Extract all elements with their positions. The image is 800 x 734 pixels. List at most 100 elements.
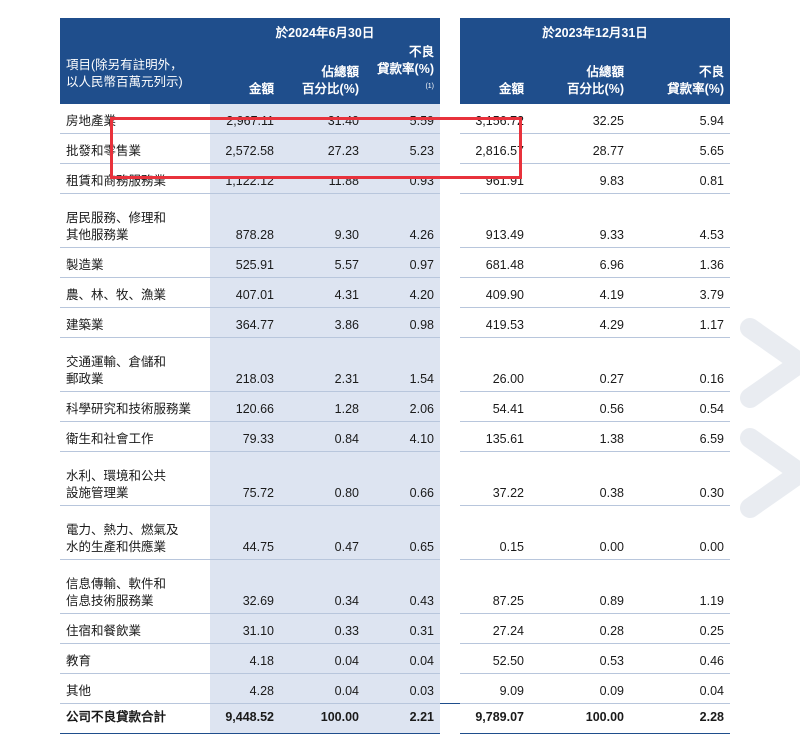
table-row: 房地產業 2,967.11 31.40 5.59 3,156.72 32.25 5.94 [60,104,731,135]
pct-prior: 4.29 [530,307,630,339]
column-gap [440,559,460,614]
npl-ratio-prior: 1.17 [630,307,731,339]
column-gap [440,613,460,644]
table-row: 製造業 525.91 5.57 0.97 681.48 6.96 1.36 [60,247,731,279]
npl-ratio-prior: 0.81 [630,163,731,195]
pct-current: 0.47 [280,505,365,561]
pct-current: 3.86 [280,307,365,339]
pct-current: 9.30 [280,193,365,249]
industry-label-line2: 水的生產和供應業 [66,540,167,555]
period-header-row: 於2024年6月30日 於2023年12月31日 [60,18,731,44]
amount-prior: 0.15 [460,505,530,561]
table-row: 租賃和商務服務業 1,122.12 11.88 0.93 961.91 9.83 0.81 [60,163,731,195]
total-amount-current: 9,448.52 [210,703,280,734]
industry-label: 批發和零售業 [60,133,210,165]
npl-by-industry-table: 於2024年6月30日 於2023年12月31日 項目(除另有註明外， 以人民幣… [60,18,731,734]
pct-prior: 4.19 [530,277,630,309]
header-gap [440,44,460,105]
amount-current: 4.28 [210,673,280,705]
table-row: 其他 4.28 0.04 0.03 9.09 0.09 0.04 [60,673,731,705]
amount-current: 120.66 [210,391,280,423]
industry-label: 水利、環境和公共 設施管理業 [60,451,210,507]
pct-current: 2.31 [280,337,365,393]
industry-label: 住宿和餐飲業 [60,613,210,645]
industry-label-line2: 信息技術服務業 [66,594,154,609]
amount-prior: 27.24 [460,613,530,645]
amount-prior: 9.09 [460,673,530,705]
industry-label: 其他 [60,673,210,705]
period-current-header: 於2024年6月30日 [210,18,440,44]
pct-current: 0.04 [280,643,365,675]
amount-prior: 37.22 [460,451,530,507]
chevron-upper-shape [740,318,800,408]
industry-label-line2: 郵政業 [66,372,104,387]
industry-label-line1: 其他 [66,684,92,699]
npl-ratio-current: 0.31 [365,613,440,645]
npl-ratio-prior: 5.65 [630,133,731,165]
total-npl-ratio-prior: 2.28 [630,703,731,734]
pct-current: 0.34 [280,559,365,615]
industry-label-line1: 農、林、牧、漁業 [66,288,167,303]
npl-header-line1: 不良 [699,65,725,80]
amount-prior: 54.41 [460,391,530,423]
amount-prior: 961.91 [460,163,530,195]
pct-prior: 0.89 [530,559,630,615]
pct-header-prior: 佔總額 百分比(%) [530,44,630,105]
column-gap [440,421,460,452]
npl-ratio-prior: 0.04 [630,673,731,705]
pct-header-current: 佔總額 百分比(%) [280,44,365,105]
item-label-line2: 以人民幣百萬元列示) [66,75,183,90]
industry-label: 建築業 [60,307,210,339]
npl-ratio-current: 5.23 [365,133,440,165]
amount-prior: 419.53 [460,307,530,339]
amount-header-current: 金額 [210,44,280,105]
total-label: 公司不良貸款合計 [60,703,210,734]
amount-current: 218.03 [210,337,280,393]
pct-prior: 9.83 [530,163,630,195]
column-gap [440,104,460,134]
industry-label: 租賃和商務服務業 [60,163,210,195]
period-prior-header: 於2023年12月31日 [460,18,731,44]
npl-ratio-current: 0.98 [365,307,440,339]
pct-prior: 0.38 [530,451,630,507]
pct-prior: 1.38 [530,421,630,453]
pct-current: 0.33 [280,613,365,645]
column-gap [440,163,460,194]
table-row: 居民服務、修理和 其他服務業 878.28 9.30 4.26 913.49 9.33 4.5… [60,193,731,249]
npl-ratio-current: 0.43 [365,559,440,615]
industry-label: 衛生和社會工作 [60,421,210,453]
industry-label-line1: 建築業 [66,318,104,333]
column-gap [440,673,460,704]
industry-label-line2: 其他服務業 [66,228,129,243]
npl-ratio-prior: 0.46 [630,643,731,675]
industry-label: 交通運輸、倉儲和 郵政業 [60,337,210,393]
amount-prior: 913.49 [460,193,530,249]
amount-current: 2,572.58 [210,133,280,165]
total-amount-prior: 9,789.07 [460,703,530,734]
npl-ratio-prior: 0.54 [630,391,731,423]
pct-header-line1: 佔總額 [586,65,624,80]
column-header-row: 項目(除另有註明外， 以人民幣百萬元列示) 金額 佔總額 百分比(%) 不良 貸… [60,44,731,105]
industry-label: 信息傳輸、軟件和 信息技術服務業 [60,559,210,615]
npl-ratio-prior: 1.36 [630,247,731,279]
npl-ratio-current: 0.65 [365,505,440,561]
pct-current: 4.31 [280,277,365,309]
table-row: 衛生和社會工作 79.33 0.84 4.10 135.61 1.38 6.59 [60,421,731,453]
pct-header-line1: 佔總額 [321,65,359,80]
npl-ratio-current: 4.26 [365,193,440,249]
amount-current: 79.33 [210,421,280,453]
pct-prior: 0.27 [530,337,630,393]
pct-prior: 32.25 [530,104,630,135]
column-gap [440,247,460,278]
pct-current: 31.40 [280,104,365,135]
industry-label-line1: 居民服務、修理和 [66,211,167,226]
amount-current: 75.72 [210,451,280,507]
pct-current: 0.80 [280,451,365,507]
total-pct-prior: 100.00 [530,703,630,734]
amount-prior: 681.48 [460,247,530,279]
amount-current: 1,122.12 [210,163,280,195]
npl-ratio-prior: 0.25 [630,613,731,645]
pct-prior: 6.96 [530,247,630,279]
table-row: 建築業 364.77 3.86 0.98 419.53 4.29 1.17 [60,307,731,339]
amount-prior: 2,816.57 [460,133,530,165]
